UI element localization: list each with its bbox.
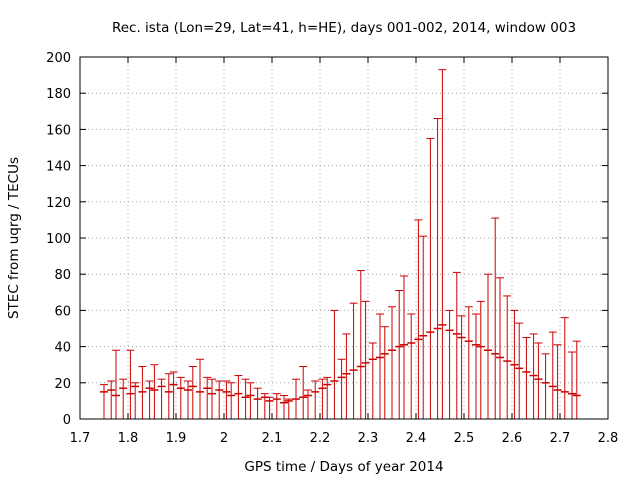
y-axis-title: STEC from uqrg / TECUs — [6, 157, 22, 319]
x-tick-label: 2.7 — [550, 431, 571, 446]
x-tick-label: 2.1 — [262, 431, 283, 446]
y-tick-label: 140 — [46, 160, 71, 175]
y-tick-label: 100 — [46, 232, 71, 247]
y-tick-label: 0 — [63, 413, 71, 428]
y-tick-label: 40 — [54, 341, 71, 356]
chart-title: Rec. ista (Lon=29, Lat=41, h=HE), days 0… — [112, 20, 576, 36]
x-tick-label: 2.8 — [598, 431, 619, 446]
y-tick-label: 20 — [54, 377, 71, 392]
grid-lines — [80, 57, 608, 419]
x-axis-title: GPS time / Days of year 2014 — [244, 459, 443, 475]
y-tick-label: 60 — [54, 304, 71, 319]
x-tick-label: 1.7 — [70, 431, 91, 446]
x-tick-label: 2.2 — [310, 431, 331, 446]
x-tick-label: 2.6 — [502, 431, 523, 446]
y-tick-label: 80 — [54, 268, 71, 283]
data-series — [100, 69, 581, 419]
x-tick-label: 2.4 — [406, 431, 427, 446]
x-tick-label: 1.8 — [118, 431, 139, 446]
y-tick-label: 160 — [46, 123, 71, 138]
y-tick-label: 200 — [46, 51, 71, 66]
x-tick-label: 2.3 — [358, 431, 379, 446]
y-tick-label: 120 — [46, 196, 71, 211]
x-tick-label: 2 — [220, 431, 228, 446]
axis-ticks: 1.7 1.8 1.9 2 2.1 2.2 2.3 2.4 2.5 2.6 2.7 2.8 0 20 40 6… — [46, 51, 618, 446]
y-tick-label: 180 — [46, 87, 71, 102]
x-tick-label: 2.5 — [454, 431, 475, 446]
x-tick-label: 1.9 — [166, 431, 187, 446]
